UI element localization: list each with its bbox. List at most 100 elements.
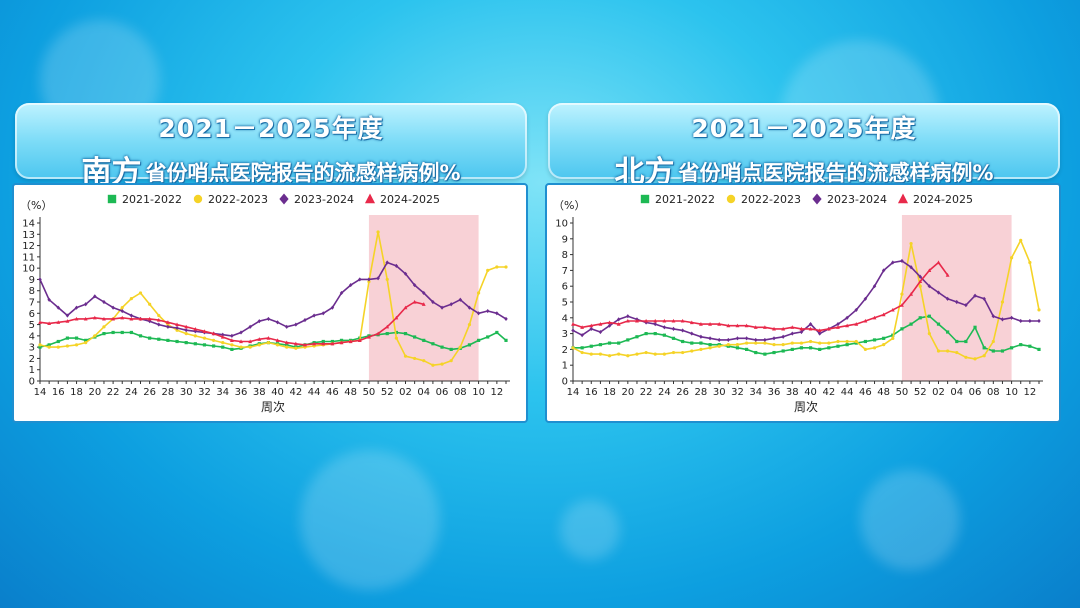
data-point — [220, 332, 225, 337]
data-point — [973, 325, 977, 329]
data-point — [357, 338, 362, 342]
data-point — [635, 318, 639, 323]
data-point — [166, 338, 170, 342]
data-point — [38, 277, 42, 282]
chart-title-line1: 2021－2025年度 — [691, 114, 917, 143]
data-point — [607, 323, 612, 328]
data-point — [991, 349, 995, 353]
data-point — [644, 318, 649, 323]
data-point — [982, 354, 986, 358]
data-point — [485, 308, 490, 314]
data-point — [504, 316, 508, 322]
series-line-2021-2022 — [573, 315, 1040, 355]
legend-marker — [193, 194, 203, 204]
data-point — [671, 336, 676, 340]
x-tick-label: 34 — [216, 387, 229, 398]
x-tick-label: 04 — [417, 387, 430, 398]
data-point — [56, 345, 60, 349]
data-point — [607, 341, 612, 345]
data-point — [120, 306, 124, 310]
x-tick-label: 18 — [603, 387, 616, 398]
data-point — [422, 338, 426, 342]
data-point — [486, 335, 490, 339]
data-point — [403, 332, 408, 336]
chart-frame-south: 0 1 2 3 4 5 6 7 8 9 10 11 12 13 14 （%） 14 16 18 20 22 24 26 28 3… — [12, 183, 528, 423]
y-tick-label: 9 — [562, 234, 568, 245]
data-point — [617, 341, 621, 345]
data-point — [571, 322, 575, 326]
data-point — [936, 260, 941, 265]
data-point — [781, 334, 785, 339]
data-point — [662, 333, 666, 337]
data-point — [65, 344, 70, 348]
data-point — [881, 312, 886, 317]
y-tick-label: 11 — [22, 252, 35, 263]
legend-label: 2024-2025 — [913, 193, 973, 206]
y-tick-label: 0 — [29, 377, 35, 388]
data-point — [166, 324, 170, 329]
data-point — [1019, 238, 1023, 242]
data-point — [708, 346, 712, 350]
data-point — [193, 342, 197, 346]
data-point — [690, 349, 694, 353]
data-point — [38, 343, 42, 347]
data-point — [790, 331, 795, 336]
data-point — [312, 313, 316, 318]
data-point — [175, 322, 179, 327]
data-point — [157, 313, 161, 318]
legend-marker — [364, 193, 376, 204]
data-point — [936, 322, 941, 326]
data-point — [790, 341, 794, 345]
y-tick-label: 1 — [562, 361, 568, 372]
data-point — [680, 318, 685, 323]
highlight-band — [368, 215, 479, 381]
data-point — [312, 341, 317, 346]
data-point — [754, 341, 758, 345]
data-point — [458, 345, 462, 349]
legend-label: 2023-2024 — [294, 193, 354, 206]
x-tick-label: 42 — [822, 387, 835, 398]
data-point — [699, 322, 703, 326]
y-tick-label: 3 — [29, 343, 35, 354]
x-tick-label: 12 — [1023, 387, 1036, 398]
data-point — [763, 341, 767, 345]
data-point — [580, 350, 584, 355]
data-point — [367, 280, 371, 284]
data-point — [385, 260, 389, 265]
data-point — [65, 319, 70, 323]
data-point — [275, 343, 280, 347]
x-tick-label: 30 — [180, 387, 193, 398]
x-tick-label: 20 — [88, 387, 101, 398]
data-point — [129, 297, 133, 301]
data-point — [330, 341, 335, 346]
data-point — [955, 299, 959, 305]
x-tick-label: 40 — [271, 387, 284, 398]
x-tick-label: 50 — [363, 387, 376, 398]
data-point — [808, 322, 813, 327]
data-point — [1000, 317, 1005, 322]
data-point — [653, 318, 658, 323]
data-point — [303, 342, 307, 347]
data-point — [872, 346, 877, 350]
data-point — [202, 329, 207, 333]
data-point — [991, 339, 995, 344]
data-point — [818, 347, 822, 351]
data-point — [900, 258, 904, 263]
data-point — [671, 326, 676, 331]
x-tick-label: 26 — [143, 387, 156, 398]
data-point — [449, 302, 453, 307]
data-point — [339, 340, 344, 345]
data-point — [257, 319, 262, 324]
data-point — [193, 327, 198, 331]
data-point — [284, 340, 289, 345]
data-point — [284, 324, 289, 329]
data-point — [744, 323, 749, 328]
data-point — [735, 323, 740, 328]
data-point — [1028, 260, 1032, 265]
data-point — [440, 345, 444, 349]
x-axis-label: 周次 — [261, 400, 285, 414]
data-point — [495, 265, 499, 269]
data-point — [431, 299, 435, 305]
data-point — [681, 339, 685, 344]
